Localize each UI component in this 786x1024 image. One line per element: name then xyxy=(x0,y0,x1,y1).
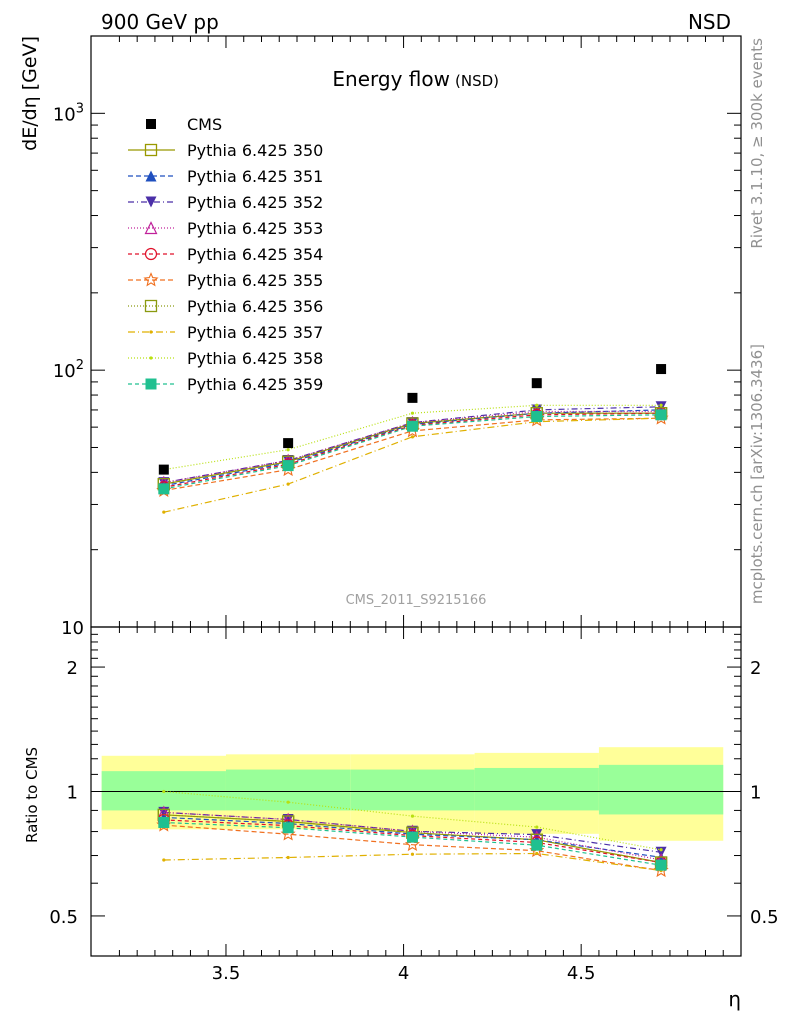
ratio-y-axis-label: Ratio to CMS xyxy=(23,747,41,843)
cms-data-point xyxy=(407,392,418,403)
x-tick-label: 3.5 xyxy=(212,963,241,984)
rivet-side-label: Rivet 3.1.10, ≥ 300k events xyxy=(748,38,766,249)
header-right-label: NSD xyxy=(688,10,731,34)
x-axis-label: η xyxy=(728,987,741,1011)
legend-marker xyxy=(144,299,158,313)
series-point xyxy=(162,510,166,514)
series-line xyxy=(163,412,662,485)
legend-label: Pythia 6.425 358 xyxy=(187,349,323,368)
ratio-y-tick-label-right: 0.5 xyxy=(750,907,779,928)
legend-marker xyxy=(145,378,157,390)
series-point xyxy=(410,411,415,415)
y-tick-label: 102 xyxy=(53,358,84,382)
cms-data-point xyxy=(656,364,667,375)
x-tick-label: 4 xyxy=(398,963,409,984)
cms-data-point xyxy=(531,378,542,389)
series-point xyxy=(286,482,290,486)
legend-label: Pythia 6.425 350 xyxy=(187,141,323,160)
x-tick-label: 4.5 xyxy=(567,963,596,984)
cms-data-point xyxy=(158,464,169,475)
series-point xyxy=(286,448,290,452)
series-point xyxy=(535,403,539,407)
y-axis-label: dE/dη [GeV] xyxy=(19,36,41,151)
legend-marker xyxy=(144,221,158,235)
ratio-series-point xyxy=(531,839,543,851)
series-line xyxy=(163,412,662,488)
ratio-series-point xyxy=(282,813,294,825)
ratio-series-point xyxy=(286,855,290,860)
legend-label-cms: CMS xyxy=(187,115,222,134)
ratio-panel-frame xyxy=(90,626,742,957)
series-point xyxy=(282,460,294,472)
series-point xyxy=(655,409,667,421)
series-point xyxy=(158,483,170,495)
legend-label: Pythia 6.425 354 xyxy=(187,245,323,264)
analysis-watermark: CMS_2011_S9215166 xyxy=(346,593,487,608)
legend-label: Pythia 6.425 351 xyxy=(187,167,323,186)
series-point xyxy=(406,420,418,432)
main-panel: 10 102 103 dE/dη [GeV] Energy flow (NSD) C… xyxy=(19,35,742,639)
legend-label: Pythia 6.425 355 xyxy=(187,271,323,290)
chart-title-main: Energy flow xyxy=(332,67,450,91)
ratio-series-point xyxy=(659,848,663,852)
ratio-band-inner xyxy=(474,767,599,811)
cms-data-point xyxy=(283,438,294,449)
header-left-label: 900 GeV pp xyxy=(101,10,219,34)
mcplots-side-label: mcplots.cern.ch [arXiv:1306.3436] xyxy=(748,344,766,604)
legend-label: Pythia 6.425 352 xyxy=(187,193,323,212)
ratio-panel: 3.5 4 4.5 0.5 0.5 1 1 2 2 Ratio to CMS xyxy=(23,626,779,984)
legend-label: Pythia 6.425 357 xyxy=(187,323,323,342)
ratio-series-point xyxy=(655,859,667,871)
ratio-series-point xyxy=(158,816,170,828)
y-tick-label: 103 xyxy=(53,101,84,125)
legend-marker xyxy=(144,143,158,157)
legend-marker xyxy=(145,196,157,208)
legend-marker xyxy=(149,330,153,334)
ratio-y-tick-label-right: 1 xyxy=(750,783,761,804)
series-point xyxy=(410,435,415,439)
ratio-series-line xyxy=(163,819,662,864)
ratio-band-inner xyxy=(350,769,475,811)
legend-marker xyxy=(145,170,157,182)
ratio-band-inner xyxy=(598,764,724,815)
ratio-series-point xyxy=(410,814,415,818)
legend-marker xyxy=(143,272,159,287)
series-line xyxy=(163,410,662,484)
ratio-series-point xyxy=(286,800,290,804)
ratio-series-point xyxy=(162,858,166,862)
y-tick-label: 10 xyxy=(61,618,84,639)
ratio-series-line xyxy=(163,852,662,872)
legend-marker xyxy=(144,247,158,261)
legend: CMS Pythia 6.425 350 Pythia 6.425 351 Pythi… xyxy=(128,115,323,394)
legend-label: Pythia 6.425 359 xyxy=(187,375,323,394)
ratio-y-tick-label-right: 2 xyxy=(750,658,761,679)
series-line xyxy=(163,417,662,513)
ratio-series-point xyxy=(410,852,415,856)
legend-label: Pythia 6.425 353 xyxy=(187,219,323,238)
series-point xyxy=(659,403,663,407)
ratio-series-point xyxy=(162,789,166,794)
series-line xyxy=(163,414,662,490)
legend-marker-cms xyxy=(146,119,156,129)
ratio-series-point xyxy=(535,851,539,856)
ratio-series-line xyxy=(163,824,662,872)
ratio-series-point xyxy=(282,822,294,834)
ratio-band-inner xyxy=(225,769,351,811)
ratio-y-tick-label-left: 2 xyxy=(67,658,78,679)
legend-label: Pythia 6.425 356 xyxy=(187,297,323,316)
ratio-series-line xyxy=(163,821,662,866)
ratio-y-tick-label-left: 1 xyxy=(67,783,78,804)
chart-title: Energy flow (NSD) xyxy=(332,67,499,91)
ratio-series-line xyxy=(163,811,662,861)
ratio-series-point xyxy=(406,831,418,843)
chart-title-suffix: (NSD) xyxy=(455,72,499,90)
series-point xyxy=(531,411,543,423)
ratio-y-tick-label-left: 0.5 xyxy=(49,907,78,928)
legend-marker xyxy=(149,356,153,360)
ratio-series-point xyxy=(535,825,539,829)
